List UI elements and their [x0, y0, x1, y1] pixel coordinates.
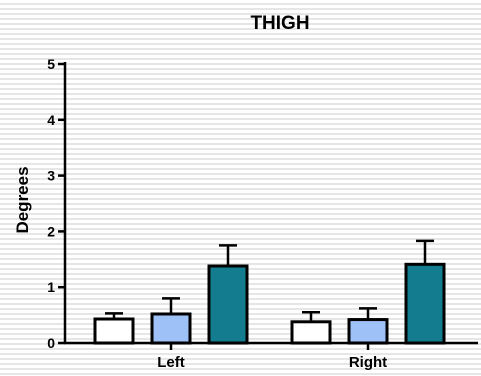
grid-stripe [0, 48, 481, 50]
x-tick-label: Left [157, 354, 185, 371]
grid-stripe [0, 348, 481, 350]
bars-layer [93, 239, 446, 345]
grid-stripe [0, 98, 481, 100]
bar [347, 318, 389, 345]
grid-stripe [0, 198, 481, 200]
grid-stripe [0, 228, 481, 230]
grid-stripe [0, 38, 481, 40]
grid-stripe [0, 108, 481, 110]
grid-stripe [0, 248, 481, 250]
grid-stripe [0, 88, 481, 90]
y-tick-label: 5 [47, 56, 55, 72]
grid-stripe [0, 133, 481, 135]
bar [207, 264, 249, 345]
grid-stripe [0, 33, 481, 35]
grid-stripe [0, 58, 481, 60]
grid-stripe [0, 238, 481, 240]
grid-stripe [0, 253, 481, 255]
grid-stripe [0, 78, 481, 80]
grid-stripe [0, 353, 481, 355]
y-tick-label: 4 [47, 112, 55, 128]
grid-stripe [0, 173, 481, 175]
grid-stripe [0, 183, 481, 185]
grid-stripe [0, 223, 481, 225]
grid-stripe [0, 93, 481, 95]
grid-stripe [0, 358, 481, 360]
grid-stripe [0, 258, 481, 260]
grid-stripe [0, 203, 481, 205]
grid-stripe [0, 193, 481, 195]
grid-stripe [0, 53, 481, 55]
grid-stripe [0, 113, 481, 115]
grid-stripe [0, 233, 481, 235]
grid-stripe [0, 148, 481, 150]
grid-stripe [0, 13, 481, 15]
grid-stripe [0, 213, 481, 215]
grid-stripe [0, 178, 481, 180]
grid-stripe [0, 188, 481, 190]
y-axis-label: Degrees [13, 166, 32, 233]
x-tick-label: Right [349, 354, 387, 371]
chart-title: THIGH [250, 13, 309, 34]
grid-stripe [0, 263, 481, 265]
grid-stripe [0, 3, 481, 5]
bar [290, 320, 332, 345]
bar [404, 262, 446, 345]
grid-stripe [0, 123, 481, 125]
grid-stripe [0, 128, 481, 130]
grid-stripe [0, 138, 481, 140]
bar [150, 312, 192, 345]
grid-stripe [0, 83, 481, 85]
grid-stripe [0, 63, 481, 65]
grid-stripe [0, 243, 481, 245]
grid-stripe [0, 43, 481, 45]
y-tick-label: 0 [47, 335, 55, 351]
grid-stripe [0, 218, 481, 220]
grid-stripe [0, 23, 481, 25]
grid-stripe [0, 28, 481, 30]
grid-stripe [0, 163, 481, 165]
grid-stripe [0, 373, 481, 375]
grid-stripe [0, 8, 481, 10]
grid-stripe [0, 168, 481, 170]
grid-stripe [0, 153, 481, 155]
y-tick-label: 2 [47, 223, 55, 239]
y-tick-label: 1 [47, 279, 55, 295]
grid-stripe [0, 103, 481, 105]
grid-stripe [0, 18, 481, 20]
grid-stripe [0, 368, 481, 370]
grid-stripe [0, 363, 481, 365]
grid-stripe [0, 118, 481, 120]
grid-stripe [0, 68, 481, 70]
grid-stripe [0, 143, 481, 145]
bar [93, 317, 135, 345]
grid-stripe [0, 208, 481, 210]
grid-stripe [0, 73, 481, 75]
y-tick-label: 3 [47, 168, 55, 184]
axes: 0 1 2 3 4 5 Left Right [47, 56, 478, 371]
grid-stripe [0, 158, 481, 160]
